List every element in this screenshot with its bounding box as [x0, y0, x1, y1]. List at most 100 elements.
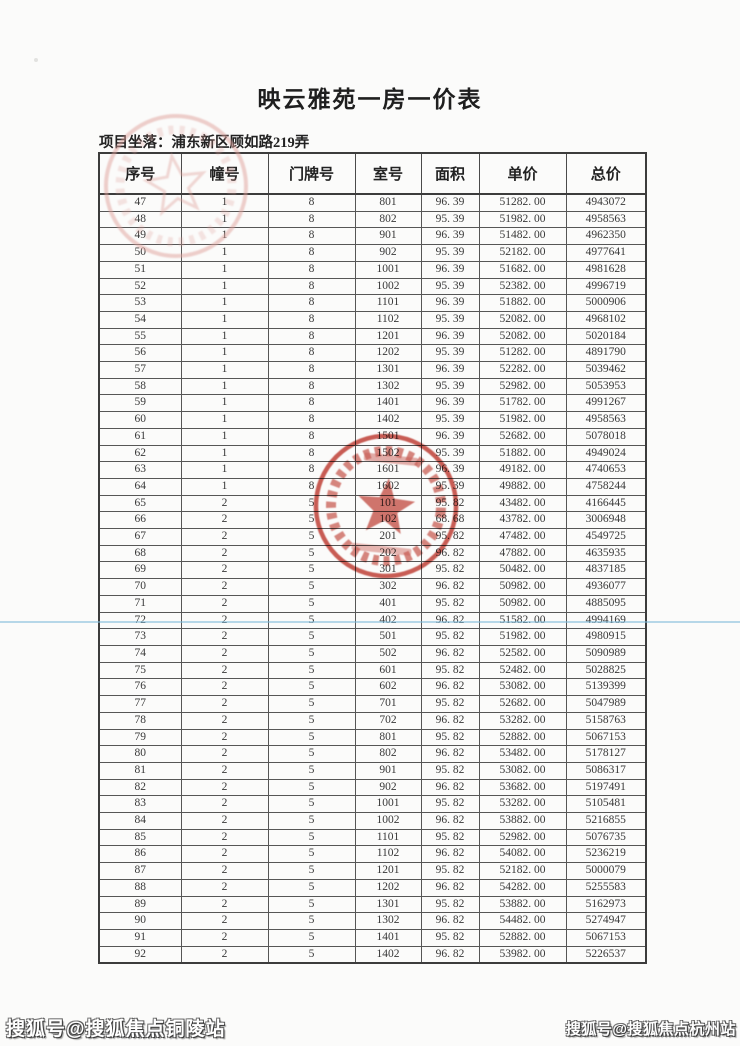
table-cell: 53882. 00 [478, 895, 567, 914]
table-cell: 4758244 [565, 477, 647, 496]
table-cell: 801 [354, 193, 422, 212]
table-cell: 8 [267, 193, 356, 212]
table-cell: 95. 82 [420, 795, 480, 814]
table-cell: 601 [354, 661, 422, 680]
table-row: 88 2 5 1202 96. 82 54282. 00 5255583 [98, 878, 647, 897]
table-cell: 4949024 [565, 444, 647, 463]
table-cell: 52982. 00 [478, 377, 567, 396]
table-cell: 53482. 00 [478, 745, 567, 763]
table-cell: 5086317 [565, 761, 647, 780]
table-cell: 1101 [354, 828, 422, 847]
table-cell: 90 [98, 912, 182, 930]
table-cell: 4837185 [565, 561, 647, 580]
table-row: 85 2 5 1101 95. 82 52982. 00 5076735 [98, 828, 647, 847]
table-cell: 5 [267, 928, 356, 947]
table-cell: 5 [267, 678, 356, 697]
table-cell: 5236219 [565, 845, 647, 864]
table-cell: 1201 [354, 327, 422, 346]
table-cell: 71 [98, 594, 182, 613]
table-cell: 2 [180, 878, 269, 897]
table-row: 47 1 8 801 96. 39 51282. 00 4943072 [98, 193, 647, 212]
table-row: 70 2 5 302 96. 82 50982. 00 4936077 [98, 578, 647, 596]
table-row: 56 1 8 1202 95. 39 51282. 00 4891790 [98, 344, 647, 363]
table-cell: 43482. 00 [478, 494, 567, 513]
table-cell: 66 [98, 511, 182, 530]
table-cell: 54 [98, 310, 182, 329]
table-cell: 54482. 00 [478, 912, 567, 930]
header-row: 序号 幢号 门牌号 室号 面积 单价 总价 [98, 152, 647, 195]
table-cell: 801 [354, 728, 422, 747]
table-cell: 5 [267, 561, 356, 580]
table-cell: 49182. 00 [478, 461, 567, 479]
table-row: 55 1 8 1201 96. 39 52082. 00 5020184 [98, 327, 647, 346]
table-row: 48 1 8 802 95. 39 51982. 00 4958563 [98, 210, 647, 229]
table-cell: 5000079 [565, 862, 647, 880]
table-cell: 5 [267, 828, 356, 847]
table-cell: 64 [98, 477, 182, 496]
table-cell: 96. 82 [420, 845, 480, 864]
table-cell: 1 [180, 327, 269, 346]
table-cell: 59 [98, 394, 182, 413]
table-cell: 901 [354, 761, 422, 780]
table-cell: 2 [180, 895, 269, 914]
table-cell: 5 [267, 711, 356, 730]
table-row: 86 2 5 1102 96. 82 54082. 00 5236219 [98, 845, 647, 864]
table-cell: 5067153 [565, 728, 647, 747]
table-row: 59 1 8 1401 96. 39 51782. 00 4991267 [98, 394, 647, 413]
table-cell: 5 [267, 644, 356, 663]
table-cell: 50982. 00 [478, 578, 567, 596]
table-cell: 1 [180, 294, 269, 312]
table-cell: 1301 [354, 361, 422, 379]
table-cell: 4958563 [565, 210, 647, 229]
table-cell: 2 [180, 912, 269, 930]
table-cell: 901 [354, 227, 422, 246]
table-cell: 1102 [354, 845, 422, 864]
table-cell: 51282. 00 [478, 193, 567, 212]
table-cell: 902 [354, 778, 422, 797]
table-cell: 5162973 [565, 895, 647, 914]
table-cell: 1101 [354, 294, 422, 312]
table-cell: 95. 39 [420, 210, 480, 229]
table-cell: 88 [98, 878, 182, 897]
table-cell: 52682. 00 [478, 695, 567, 713]
table-cell: 1 [180, 427, 269, 446]
table-cell: 2 [180, 661, 269, 680]
table-cell: 96. 82 [420, 812, 480, 830]
table-cell: 95. 82 [420, 862, 480, 880]
table-cell: 81 [98, 761, 182, 780]
table-cell: 1401 [354, 394, 422, 413]
table-cell: 52682. 00 [478, 427, 567, 446]
table-cell: 1 [180, 377, 269, 396]
table-cell: 95. 82 [420, 828, 480, 847]
table-cell: 2 [180, 928, 269, 947]
table-cell: 52082. 00 [478, 327, 567, 346]
table-cell: 1 [180, 344, 269, 363]
watermark-bottom-right: 搜狐号@搜狐焦点杭州站 [565, 1021, 736, 1038]
table-cell: 96. 39 [420, 394, 480, 413]
table-cell: 60 [98, 411, 182, 429]
table-cell: 5 [267, 544, 356, 563]
table-cell: 1202 [354, 878, 422, 897]
table-cell: 5067153 [565, 928, 647, 947]
table-cell: 2 [180, 678, 269, 697]
table-cell: 51782. 00 [478, 394, 567, 413]
table-cell: 5105481 [565, 795, 647, 814]
table-cell: 52282. 00 [478, 361, 567, 379]
table-cell: 52982. 00 [478, 828, 567, 847]
table-cell: 53282. 00 [478, 795, 567, 814]
table-cell: 96. 82 [420, 778, 480, 797]
table-cell: 96. 82 [420, 678, 480, 697]
table-row: 71 2 5 401 95. 82 50982. 00 4885095 [98, 594, 647, 613]
table-cell: 95. 82 [420, 895, 480, 914]
table-cell: 73 [98, 628, 182, 646]
table-cell: 1401 [354, 928, 422, 947]
table-cell: 53 [98, 294, 182, 312]
table-cell: 54082. 00 [478, 845, 567, 864]
table-row: 68 2 5 202 96. 82 47882. 00 4635935 [98, 544, 647, 563]
table-row: 91 2 5 1401 95. 82 52882. 00 5067153 [98, 928, 647, 947]
table-row: 74 2 5 502 96. 82 52582. 00 5090989 [98, 644, 647, 663]
table-cell: 5255583 [565, 878, 647, 897]
table-cell: 96. 39 [420, 193, 480, 212]
table-cell: 95. 39 [420, 377, 480, 396]
table-cell: 96. 39 [420, 260, 480, 279]
